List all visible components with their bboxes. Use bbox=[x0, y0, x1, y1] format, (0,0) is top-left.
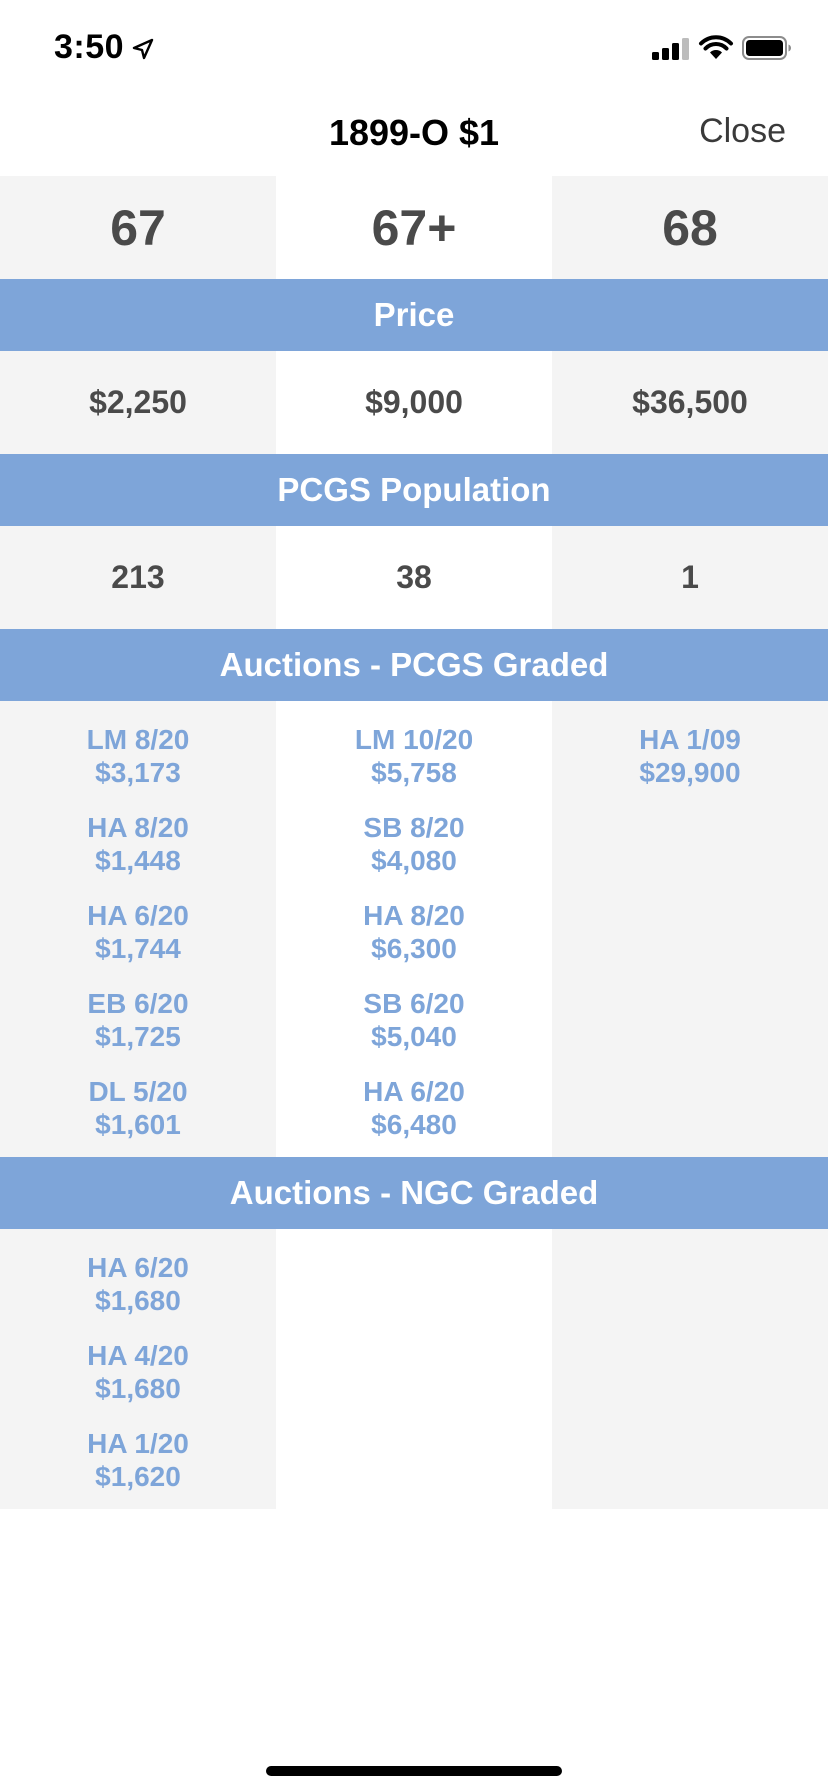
auction-price: $6,480 bbox=[371, 1109, 457, 1140]
grade-cell: 67 bbox=[0, 176, 276, 279]
auction-price: $1,448 bbox=[95, 845, 181, 876]
auction-price: $1,680 bbox=[95, 1285, 181, 1316]
auction-column bbox=[276, 1229, 552, 1509]
price-section-header: Price bbox=[0, 279, 828, 351]
auction-column: LM 10/20 $5,758 SB 8/20 $4,080 HA 8/20 $6,3… bbox=[276, 701, 552, 1157]
price-value: $2,250 bbox=[0, 351, 276, 454]
auction-house-date: HA 8/20 bbox=[363, 900, 465, 931]
population-section-header: PCGS Population bbox=[0, 454, 828, 526]
auction-house-date: HA 1/20 bbox=[87, 1428, 189, 1459]
grade-cell: 67+ bbox=[276, 176, 552, 279]
auction-record[interactable]: HA 4/20 $1,680 bbox=[0, 1339, 276, 1427]
status-bar: 3:50 bbox=[0, 0, 828, 100]
auction-column: LM 8/20 $3,173 HA 8/20 $1,448 HA 6/20 $1,74… bbox=[0, 701, 276, 1157]
price-value: $9,000 bbox=[276, 351, 552, 454]
auction-record[interactable]: HA 6/20 $6,480 bbox=[276, 1075, 552, 1163]
auction-column: HA 1/09 $29,900 bbox=[552, 701, 828, 1157]
home-indicator[interactable] bbox=[266, 1766, 562, 1776]
auction-house-date: HA 1/09 bbox=[639, 724, 741, 755]
population-value: 213 bbox=[0, 526, 276, 629]
wifi-icon bbox=[699, 35, 733, 59]
auction-house-date: DL 5/20 bbox=[88, 1076, 188, 1107]
auction-house-date: HA 8/20 bbox=[87, 812, 189, 843]
auction-house-date: LM 8/20 bbox=[86, 724, 190, 755]
pcgs-auctions-section-header: Auctions - PCGS Graded bbox=[0, 629, 828, 701]
auction-record[interactable]: HA 8/20 $6,300 bbox=[276, 899, 552, 987]
auction-price: $29,900 bbox=[639, 757, 741, 788]
modal-header: 1899-O $1 Close bbox=[0, 100, 828, 176]
auction-house-date: HA 6/20 bbox=[87, 900, 189, 931]
auction-record[interactable]: LM 10/20 $5,758 bbox=[276, 723, 552, 811]
price-value: $36,500 bbox=[552, 351, 828, 454]
auction-column: HA 6/20 $1,680 HA 4/20 $1,680 HA 1/20 $1,62… bbox=[0, 1229, 276, 1509]
auction-price: $1,680 bbox=[95, 1373, 181, 1404]
auction-price: $4,080 bbox=[371, 845, 457, 876]
auction-house-date: HA 6/20 bbox=[87, 1252, 189, 1283]
auction-record[interactable]: HA 1/20 $1,620 bbox=[0, 1427, 276, 1515]
auction-price: $3,173 bbox=[95, 757, 181, 788]
ngc-auctions-grid: HA 6/20 $1,680 HA 4/20 $1,680 HA 1/20 $1,62… bbox=[0, 1229, 828, 1509]
auction-record[interactable]: LM 8/20 $3,173 bbox=[0, 723, 276, 811]
auction-price: $6,300 bbox=[371, 933, 457, 964]
pcgs-auctions-grid: LM 8/20 $3,173 HA 8/20 $1,448 HA 6/20 $1,74… bbox=[0, 701, 828, 1157]
auction-price: $5,040 bbox=[371, 1021, 457, 1052]
auction-house-date: HA 6/20 bbox=[363, 1076, 465, 1107]
grade-row: 67 67+ 68 bbox=[0, 176, 828, 279]
auction-price: $1,725 bbox=[95, 1021, 181, 1052]
population-row: 213 38 1 bbox=[0, 526, 828, 629]
auction-house-date: EB 6/20 bbox=[87, 988, 189, 1019]
page-title: 1899-O $1 bbox=[328, 112, 500, 153]
location-arrow-icon bbox=[132, 38, 154, 60]
battery-icon bbox=[742, 36, 791, 60]
population-value: 1 bbox=[552, 526, 828, 629]
ngc-auctions-section-header: Auctions - NGC Graded bbox=[0, 1157, 828, 1229]
auction-record[interactable]: EB 6/20 $1,725 bbox=[0, 987, 276, 1075]
population-value: 38 bbox=[276, 526, 552, 629]
auction-price: $5,758 bbox=[371, 757, 457, 788]
auction-house-date: SB 8/20 bbox=[363, 812, 465, 843]
auction-house-date: HA 4/20 bbox=[87, 1340, 189, 1371]
auction-house-date: SB 6/20 bbox=[363, 988, 465, 1019]
close-button[interactable]: Close bbox=[699, 112, 786, 150]
auction-price: $1,620 bbox=[95, 1461, 181, 1492]
auction-record[interactable]: SB 6/20 $5,040 bbox=[276, 987, 552, 1075]
auction-record[interactable]: SB 8/20 $4,080 bbox=[276, 811, 552, 899]
cellular-signal-icon bbox=[652, 36, 692, 60]
auction-record[interactable]: HA 6/20 $1,744 bbox=[0, 899, 276, 987]
auction-record[interactable]: HA 1/09 $29,900 bbox=[552, 723, 828, 811]
auction-house-date: LM 10/20 bbox=[354, 724, 474, 755]
auction-record[interactable]: HA 6/20 $1,680 bbox=[0, 1251, 276, 1339]
auction-price: $1,744 bbox=[95, 933, 181, 964]
grade-cell: 68 bbox=[552, 176, 828, 279]
auction-price: $1,601 bbox=[95, 1109, 181, 1140]
auction-record[interactable]: DL 5/20 $1,601 bbox=[0, 1075, 276, 1163]
status-time: 3:50 bbox=[54, 28, 125, 66]
auction-column bbox=[552, 1229, 828, 1509]
auction-record[interactable]: HA 8/20 $1,448 bbox=[0, 811, 276, 899]
price-row: $2,250 $9,000 $36,500 bbox=[0, 351, 828, 454]
